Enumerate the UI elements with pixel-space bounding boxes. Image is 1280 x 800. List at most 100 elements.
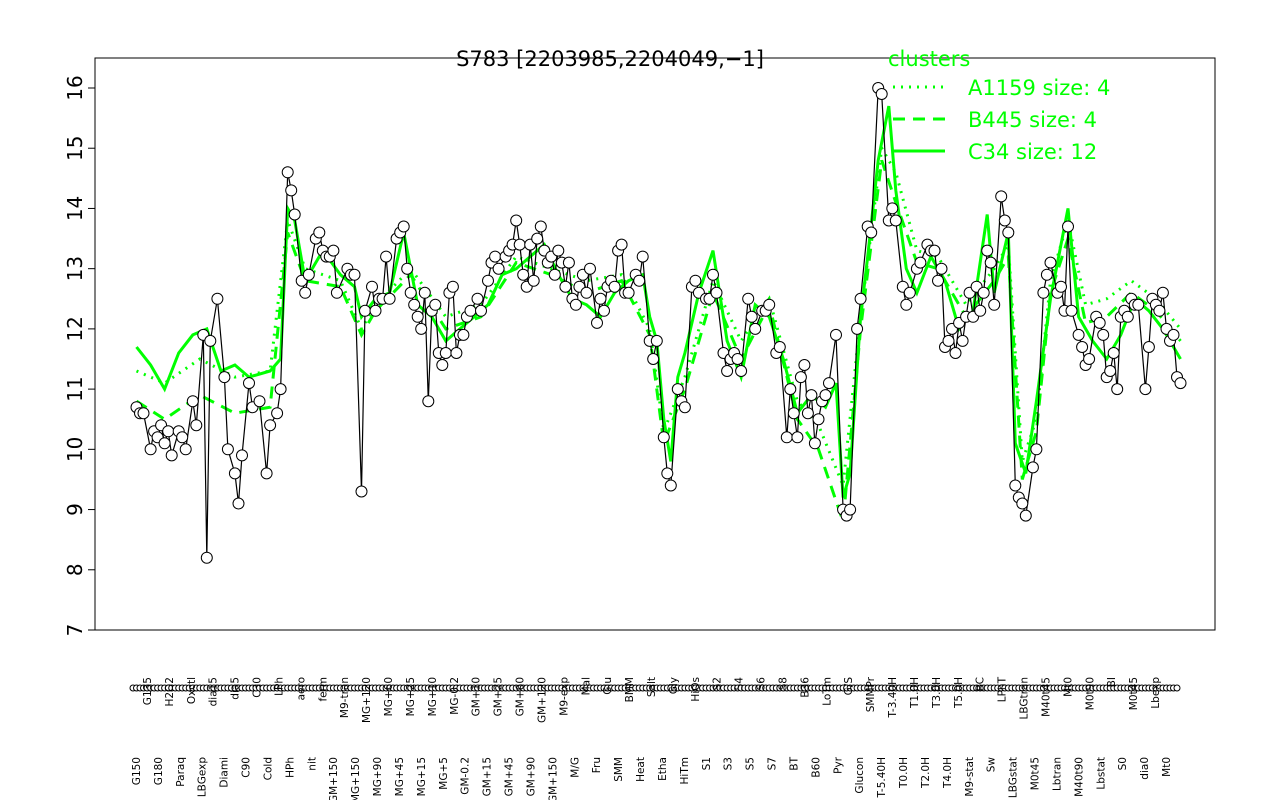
data-point <box>158 437 171 450</box>
data-point <box>823 377 835 390</box>
data-point <box>274 383 287 396</box>
data-point <box>253 395 266 408</box>
data-point <box>787 407 800 420</box>
data-point <box>569 298 582 311</box>
data-point <box>865 226 878 239</box>
data-point <box>903 286 916 299</box>
data-point <box>450 347 463 359</box>
x-tick-label: G/S <box>843 677 855 696</box>
data-point <box>1016 497 1029 510</box>
series-layer <box>135 105 1182 523</box>
data-point <box>562 256 575 269</box>
x-tick-label: M9-exp <box>558 677 570 716</box>
x-tick-label: Salt <box>646 677 658 697</box>
data-point <box>418 286 431 299</box>
data-point <box>1153 304 1166 317</box>
data-point <box>998 214 1011 227</box>
data-point <box>313 226 326 239</box>
data-point <box>661 467 674 480</box>
x-tick-label: SMMPr <box>865 676 877 712</box>
data-point <box>446 280 459 293</box>
x-tick-label: M40t45 <box>1041 677 1053 717</box>
x-tick-label: Glucon <box>854 757 866 794</box>
data-point <box>1156 286 1169 299</box>
legend-entry-label: C34 size: 12 <box>968 140 1097 164</box>
data-point <box>935 262 948 275</box>
x-tick-label: Heat <box>635 757 647 782</box>
x-tick-label: Mt0 <box>1062 677 1074 697</box>
data-point <box>1083 353 1096 365</box>
points-layer <box>130 82 1187 564</box>
data-point <box>1002 226 1015 239</box>
data-point <box>397 220 410 233</box>
data-point <box>401 262 414 275</box>
data-point <box>844 503 857 516</box>
data-point <box>513 238 526 251</box>
y-tick-label: 16 <box>63 75 87 100</box>
x-tick-label: GM+15 <box>482 757 494 796</box>
x-tick-label: MG+90 <box>372 757 384 796</box>
x-tick-label: S5 <box>745 757 757 770</box>
data-point <box>995 190 1008 203</box>
data-point <box>281 166 294 179</box>
x-tick-label: BC <box>975 677 987 691</box>
data-point <box>218 371 231 384</box>
data-point <box>742 292 755 305</box>
data-point <box>1174 377 1187 390</box>
x-tick-label: MG+25 <box>405 677 417 716</box>
data-point <box>1121 310 1134 323</box>
data-point <box>1026 461 1039 474</box>
x-tick-label: Oxctl <box>186 677 198 704</box>
x-tick-label: T-5.40H <box>876 757 888 799</box>
data-point <box>355 485 368 498</box>
data-point <box>784 383 797 396</box>
x-tick-label: S0 <box>1117 757 1129 770</box>
x-tick-label: GM+10 <box>471 677 483 716</box>
x-tick-label: GM+150 <box>547 757 559 800</box>
data-point <box>735 365 748 377</box>
x-tick-label: Sw <box>986 757 998 773</box>
x-tick-label: dia0 <box>1139 757 1151 780</box>
data-point <box>228 467 241 480</box>
x-tick-label: Gly <box>668 677 680 694</box>
data-point <box>559 280 572 293</box>
data-point <box>801 407 814 420</box>
data-point <box>271 407 284 420</box>
data-point <box>137 407 150 420</box>
x-rug-point <box>1173 684 1181 692</box>
data-point <box>615 238 628 251</box>
data-point <box>204 334 217 347</box>
x-tick-label: Cold <box>263 757 275 780</box>
data-point <box>773 341 786 353</box>
data-point <box>408 298 421 311</box>
x-tick-label: B60 <box>810 757 822 778</box>
data-point <box>1072 328 1085 341</box>
plot-box <box>94 57 1216 631</box>
data-point <box>531 232 544 245</box>
data-point <box>527 274 540 287</box>
data-point <box>552 244 565 257</box>
data-point <box>285 184 298 197</box>
legend-title: clusters <box>888 47 970 71</box>
data-point <box>650 334 663 347</box>
x-tick-label: T3.0H <box>931 677 943 709</box>
data-point <box>1142 341 1155 353</box>
data-point <box>812 413 825 426</box>
data-point <box>584 262 596 275</box>
x-tick-label: B36 <box>799 677 811 698</box>
data-point <box>780 431 793 444</box>
data-point <box>988 298 1001 311</box>
x-tick-label: MG+15 <box>416 757 428 796</box>
x-tick-label: G150 <box>131 757 143 785</box>
data-point <box>144 443 157 456</box>
data-point <box>1107 347 1120 359</box>
x-tick-label: M9-stat <box>964 757 976 797</box>
x-tick-label: Diami <box>219 757 231 788</box>
data-point <box>221 443 234 456</box>
data-point <box>415 322 428 335</box>
data-point <box>1044 256 1057 269</box>
data-point <box>956 334 969 347</box>
x-tick-label: MG+150 <box>350 757 362 800</box>
data-point <box>1040 268 1053 281</box>
data-point <box>299 286 312 299</box>
